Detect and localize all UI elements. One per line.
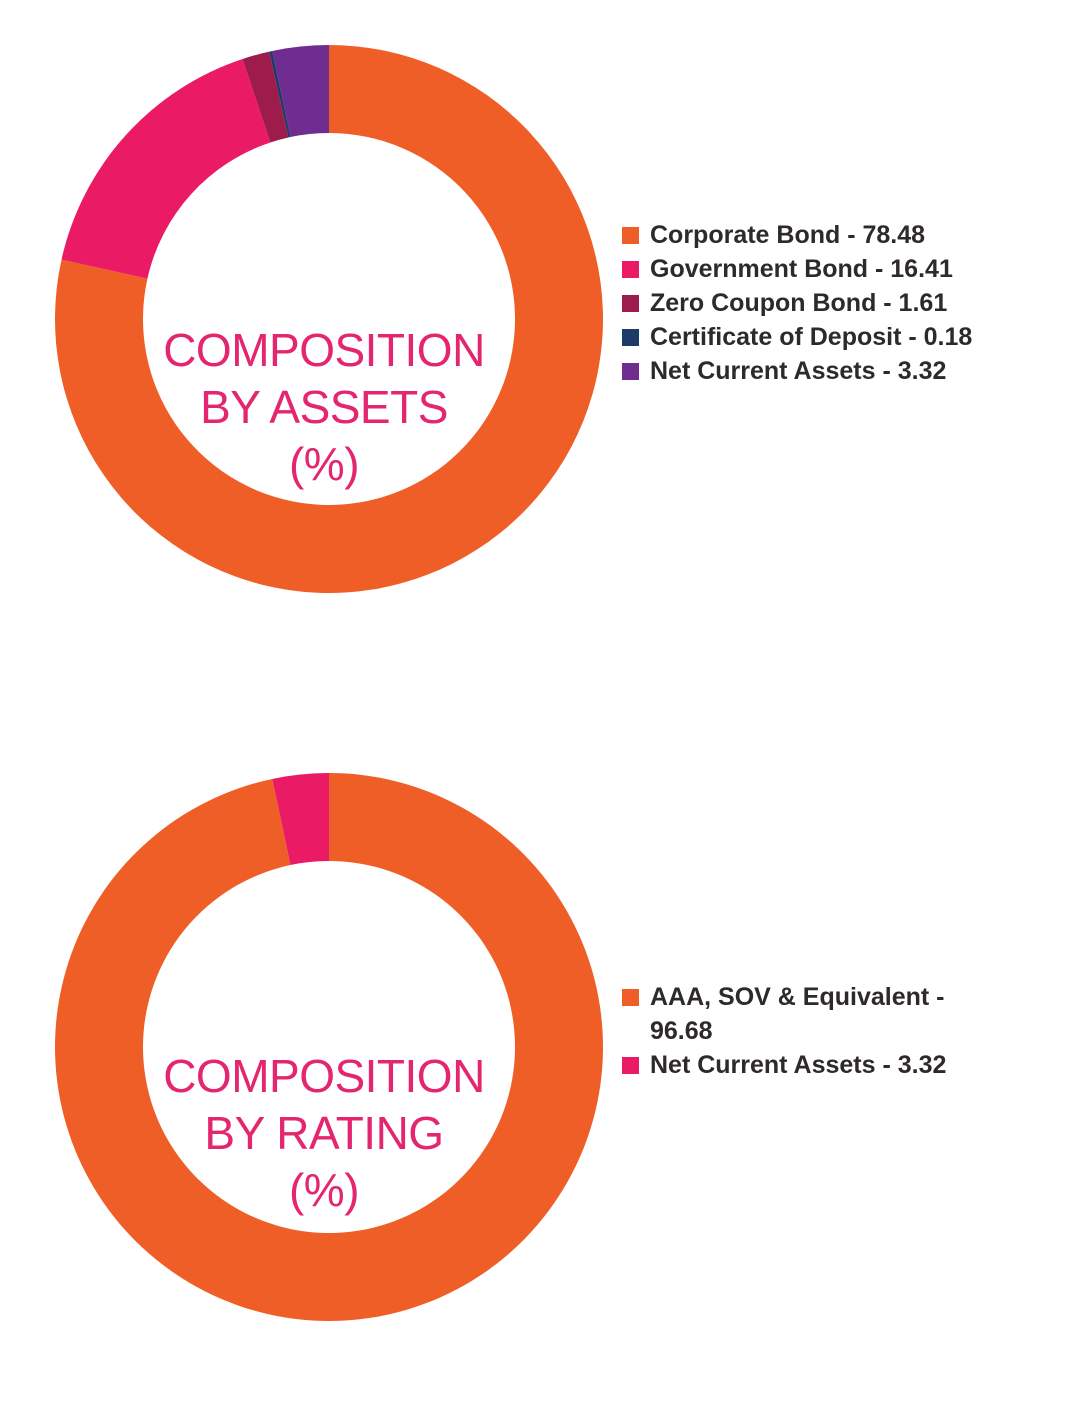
slice-net-current-assets [272, 773, 329, 866]
legend-item-certificate-of-deposit: Certificate of Deposit - 0.18 [622, 320, 1042, 354]
legend-label: Government Bond - 16.41 [650, 255, 953, 283]
legend-swatch [622, 989, 639, 1006]
legend-item-zero-coupon-bond: Zero Coupon Bond - 1.61 [622, 286, 1042, 320]
composition-by-rating-chart: COMPOSITION BY RATING (%) AAA, SOV & Equ… [0, 700, 1082, 1405]
legend-label: Zero Coupon Bond - 1.61 [650, 289, 948, 317]
legend-swatch [622, 261, 639, 278]
assets-legend: Corporate Bond - 78.48 Government Bond -… [622, 218, 1042, 388]
rating-title-line-2: BY RATING [204, 1107, 444, 1159]
slice-aaa-sov-and-equivalent [55, 773, 603, 1321]
slice-corporate-bond [54, 45, 604, 593]
composition-by-assets-chart: COMPOSITION BY ASSETS (%) Corporate Bond… [0, 0, 1082, 700]
legend-swatch [622, 1057, 639, 1074]
slice-zero-coupon-bond [242, 51, 289, 143]
legend-label: Corporate Bond - 78.48 [650, 221, 926, 249]
assets-title-line-1: COMPOSITION [163, 324, 485, 376]
assets-donut [54, 45, 604, 593]
legend-swatch [622, 363, 639, 380]
legend-item-net-current-assets: Net Current Assets - 3.32 [622, 354, 1042, 388]
legend-label: Net Current Assets - 3.32 [650, 1051, 947, 1079]
assets-title-line-3: (%) [288, 438, 360, 490]
legend-item-aaa-sov-equivalent: AAA, SOV & Equivalent - 96.68 [622, 980, 967, 1048]
slice-certificate-of-deposit [269, 50, 291, 138]
legend-item-government-bond: Government Bond - 16.41 [622, 252, 1042, 286]
rating-title-line-1: COMPOSITION [163, 1050, 485, 1102]
legend-label: AAA, SOV & Equivalent - 96.68 [650, 983, 945, 1045]
legend-swatch [622, 329, 639, 346]
rating-donut [55, 773, 603, 1321]
slice-government-bond [61, 59, 271, 279]
legend-swatch [622, 295, 639, 312]
rating-chart-title: COMPOSITION BY RATING (%) [129, 1048, 519, 1219]
assets-chart-title: COMPOSITION BY ASSETS (%) [129, 322, 519, 493]
legend-item-corporate-bond: Corporate Bond - 78.48 [622, 218, 1042, 252]
rating-title-line-3: (%) [288, 1164, 360, 1216]
assets-title-line-2: BY ASSETS [200, 381, 448, 433]
slice-net-current-assets [272, 45, 329, 138]
legend-swatch [622, 227, 639, 244]
legend-label: Net Current Assets - 3.32 [650, 357, 947, 385]
legend-label: Certificate of Deposit - 0.18 [650, 323, 973, 351]
rating-legend: AAA, SOV & Equivalent - 96.68 Net Curren… [622, 980, 967, 1082]
legend-item-net-current-assets: Net Current Assets - 3.32 [622, 1048, 967, 1082]
